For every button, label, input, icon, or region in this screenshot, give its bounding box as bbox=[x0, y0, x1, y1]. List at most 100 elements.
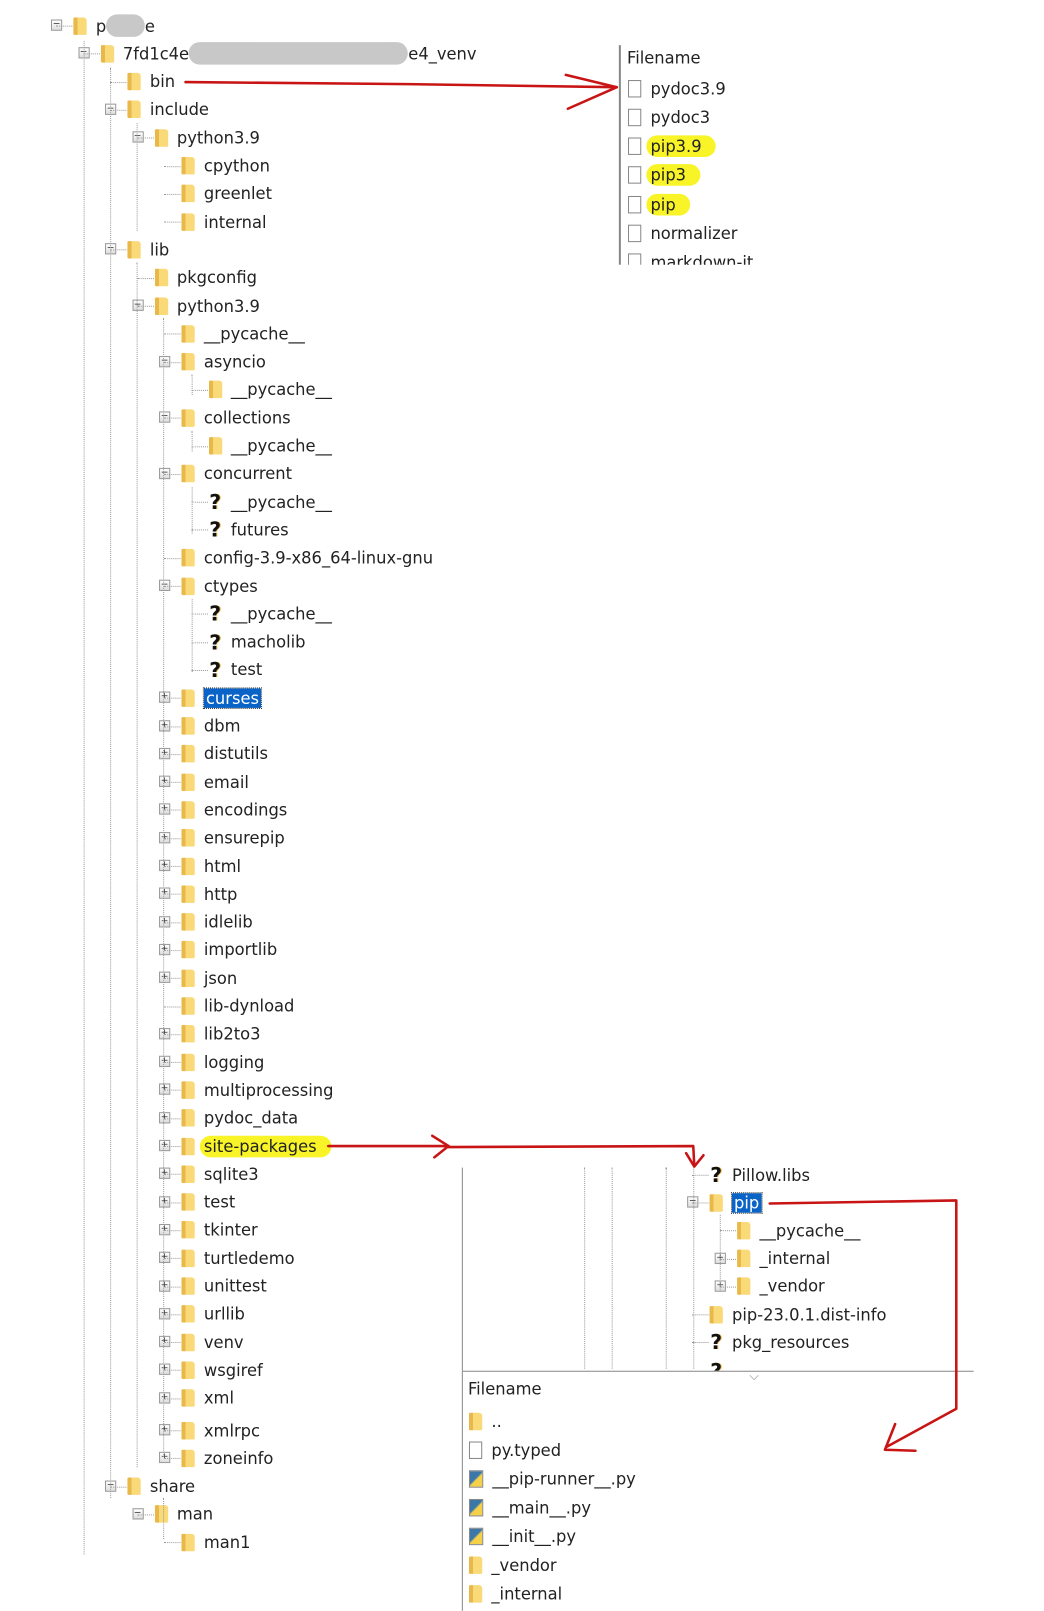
file-row[interactable]: .. bbox=[468, 1409, 502, 1434]
tree-item[interactable]: + venv bbox=[159, 1330, 244, 1355]
file-row[interactable]: _internal bbox=[468, 1582, 562, 1607]
tree-item[interactable]: + sqlite3 bbox=[159, 1162, 259, 1187]
tree-item[interactable]: + json bbox=[159, 966, 237, 991]
tree-item[interactable]: + email bbox=[159, 770, 249, 795]
expand-icon[interactable]: + bbox=[159, 971, 171, 984]
file-row[interactable]: pip bbox=[628, 192, 690, 217]
tree-item[interactable]: − man bbox=[132, 1502, 213, 1527]
expand-icon[interactable]: + bbox=[159, 775, 171, 788]
chevron-down-icon[interactable]: ⌵ bbox=[749, 1368, 759, 1384]
collapse-icon[interactable]: − bbox=[159, 467, 171, 479]
tree-item[interactable]: + lib2to3 bbox=[159, 1022, 260, 1047]
tree-item[interactable]: __pycache__ bbox=[191, 377, 332, 402]
file-row[interactable]: __main__.py bbox=[468, 1495, 591, 1520]
tree-item[interactable]: + ensurepip bbox=[159, 826, 285, 851]
file-row[interactable]: markdown-it bbox=[628, 250, 753, 265]
tree-item[interactable]: − p e bbox=[50, 13, 155, 38]
expand-icon[interactable]: + bbox=[159, 1452, 171, 1464]
tree-item[interactable]: + logging bbox=[159, 1050, 264, 1075]
tree-item[interactable]: + dbm bbox=[159, 714, 241, 739]
file-row[interactable]: pydoc3.9 bbox=[628, 76, 726, 101]
tree-item[interactable]: __pycache__ bbox=[719, 1218, 860, 1243]
tree-item[interactable]: + multiprocessing bbox=[159, 1078, 334, 1103]
collapse-icon[interactable]: − bbox=[132, 1508, 144, 1520]
file-row[interactable]: normalizer bbox=[628, 221, 737, 246]
expand-icon[interactable]: + bbox=[159, 1391, 171, 1404]
expand-icon[interactable]: + bbox=[159, 887, 171, 900]
collapse-icon[interactable]: − bbox=[159, 579, 171, 591]
file-row[interactable]: pip3.9 bbox=[628, 134, 716, 159]
expand-icon[interactable]: + bbox=[159, 1055, 171, 1068]
tree-item[interactable]: pip-23.0.1.dist-info bbox=[692, 1302, 886, 1327]
expand-icon[interactable]: + bbox=[159, 1335, 171, 1348]
tree-item[interactable]: config-3.9-x86_64-linux-gnu bbox=[164, 546, 433, 571]
collapse-icon[interactable]: − bbox=[159, 411, 171, 423]
expand-icon[interactable]: + bbox=[159, 1424, 171, 1436]
tree-item[interactable]: + encodings bbox=[159, 798, 287, 823]
tree-item[interactable]: ? __pycache__ bbox=[191, 489, 332, 514]
tree-item[interactable]: + pydoc_data bbox=[159, 1106, 298, 1131]
expand-icon[interactable]: + bbox=[159, 1111, 171, 1124]
expand-icon[interactable]: + bbox=[159, 831, 171, 844]
tree-item[interactable]: − concurrent bbox=[159, 461, 292, 486]
file-row[interactable]: py.typed bbox=[468, 1438, 561, 1463]
tree-item[interactable]: pkgconfig bbox=[137, 265, 257, 290]
tree-item[interactable]: ? futures bbox=[191, 518, 289, 542]
tree-item[interactable]: + importlib bbox=[159, 938, 277, 963]
expand-icon[interactable]: + bbox=[159, 1083, 171, 1096]
expand-icon[interactable]: + bbox=[159, 1195, 171, 1208]
expand-icon[interactable]: + bbox=[159, 1307, 171, 1320]
expand-icon[interactable]: + bbox=[159, 719, 171, 732]
collapse-icon[interactable]: − bbox=[687, 1196, 699, 1208]
tree-item[interactable]: − collections bbox=[159, 405, 291, 430]
tree-item[interactable]: greenlet bbox=[164, 181, 272, 206]
tree-item[interactable]: − pip bbox=[687, 1190, 763, 1215]
expand-icon[interactable]: + bbox=[159, 1027, 171, 1040]
expand-icon[interactable]: + bbox=[159, 691, 171, 704]
tree-item[interactable]: − asyncio bbox=[159, 349, 266, 374]
tree-item[interactable]: + idlelib bbox=[159, 910, 253, 935]
tree-item[interactable]: __pycache__ bbox=[164, 321, 305, 346]
tree-item[interactable]: __pycache__ bbox=[191, 433, 332, 458]
expand-icon[interactable]: + bbox=[159, 1167, 171, 1180]
expand-icon[interactable]: + bbox=[159, 859, 171, 872]
file-row[interactable]: pip3 bbox=[628, 163, 701, 188]
expand-icon[interactable]: + bbox=[159, 1251, 171, 1264]
expand-icon[interactable]: + bbox=[159, 1363, 171, 1376]
expand-icon[interactable]: + bbox=[159, 747, 171, 760]
tree-item[interactable]: + http bbox=[159, 882, 237, 907]
tree-item[interactable]: + turtledemo bbox=[159, 1246, 295, 1271]
tree-item[interactable]: + curses bbox=[159, 686, 263, 711]
tree-item[interactable]: −7fd1c4e e4_venv bbox=[77, 41, 477, 66]
expand-icon[interactable]: + bbox=[159, 943, 171, 956]
tree-item[interactable]: ? __pycache__ bbox=[191, 602, 332, 626]
expand-icon[interactable]: + bbox=[159, 1139, 171, 1152]
tree-item[interactable]: + wsgiref bbox=[159, 1358, 263, 1383]
expand-icon[interactable]: + bbox=[159, 803, 171, 816]
tree-item[interactable]: + urllib bbox=[159, 1302, 245, 1327]
file-row[interactable]: __pip-runner__.py bbox=[468, 1466, 636, 1491]
tree-item[interactable]: internal bbox=[164, 209, 266, 234]
collapse-icon[interactable]: − bbox=[50, 19, 63, 31]
tree-item[interactable]: + distutils bbox=[159, 742, 268, 767]
expand-icon[interactable]: + bbox=[159, 1279, 171, 1292]
file-row[interactable]: pydoc3 bbox=[628, 105, 710, 130]
tree-item[interactable]: ? Pillow.libs bbox=[692, 1163, 810, 1187]
expand-icon[interactable]: + bbox=[159, 1223, 171, 1236]
tree-item[interactable]: + xml bbox=[159, 1386, 234, 1411]
tree-item[interactable]: + site-packages bbox=[159, 1134, 331, 1159]
file-row[interactable]: __init__.py bbox=[468, 1524, 576, 1549]
expand-icon[interactable]: + bbox=[159, 915, 171, 928]
tree-item[interactable]: + xmlrpc bbox=[159, 1418, 260, 1443]
tree-item[interactable]: lib-dynload bbox=[164, 994, 294, 1019]
file-row[interactable]: _vendor bbox=[468, 1553, 557, 1578]
tree-item[interactable]: + html bbox=[159, 854, 241, 879]
tree-item[interactable]: + unittest bbox=[159, 1274, 267, 1299]
tree-item[interactable]: ? pkg_resources bbox=[692, 1330, 849, 1355]
tree-item[interactable]: + zoneinfo bbox=[159, 1446, 273, 1471]
collapse-icon[interactable]: − bbox=[159, 355, 171, 367]
tree-item[interactable]: − ctypes bbox=[159, 574, 258, 599]
tree-item[interactable]: ? test bbox=[191, 658, 262, 682]
tree-item[interactable]: ? macholib bbox=[191, 630, 306, 654]
tree-item[interactable]: man1 bbox=[164, 1530, 251, 1555]
